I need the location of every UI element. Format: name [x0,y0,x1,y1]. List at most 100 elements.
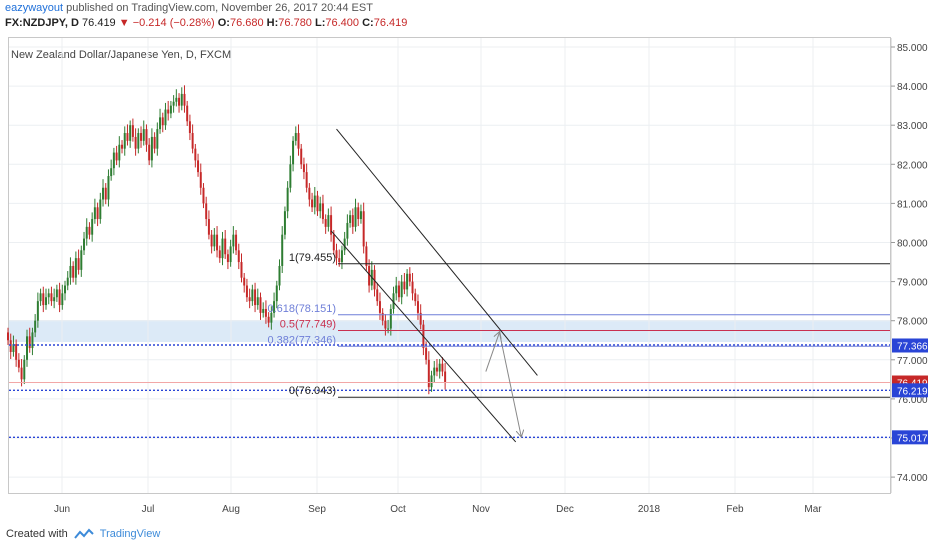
candle-body [226,254,229,263]
fib-level-label: 0.382(77.346) [268,334,337,346]
candle-body [28,336,31,349]
candle-body [313,195,316,208]
candle-body [419,312,422,325]
candle-body [319,203,322,212]
candle-body [93,207,96,220]
candle-body [50,293,53,302]
candle-body [134,136,137,149]
last-price: 76.419 [82,17,116,29]
candle-body [197,160,200,173]
candle-body [435,367,438,372]
time-tick-label: Jun [54,504,70,515]
price-tick-label: 78.000 [897,317,928,328]
candle-body [297,133,300,149]
candle-body [167,109,170,114]
low-label: L: [315,17,326,29]
candle-body [267,316,270,323]
fib-level-label: 0.618(78.151) [268,303,337,315]
candle-body [202,187,205,204]
candle-body [102,187,105,200]
price-tick-label: 85.000 [897,43,928,54]
candle-body [142,129,145,141]
author-link[interactable]: eazywayout [5,2,64,14]
candle-body [330,215,333,235]
tradingview-brand[interactable]: TradingView [99,528,161,540]
candle-body [441,363,444,372]
price-tick-label: 74.000 [897,473,928,484]
candle-body [39,293,42,302]
price-tick-label: 81.000 [897,199,928,210]
candle-body [112,152,115,169]
candle-body [365,246,368,266]
published-text: published on TradingView.com, November 2… [66,2,373,14]
price-badge-label: 77.366 [897,341,928,352]
candle-body [161,117,164,126]
candle-body [224,238,227,255]
candle-body [23,359,26,380]
candle-body [305,172,308,188]
created-with-label: Created with [6,528,68,540]
price-tick-label: 82.000 [897,160,928,171]
candle-body [335,250,338,259]
candle-body [343,238,346,251]
symbol-label[interactable]: FX:NZDJPY, D [5,17,79,29]
candle-body [26,336,29,360]
candle-body [221,238,224,259]
candle-body [123,133,126,149]
close-value: 76.419 [373,17,408,29]
price-tick-label: 79.000 [897,278,928,289]
time-tick-label: Feb [726,504,744,515]
candle-body [145,129,148,145]
candle-body [45,297,48,306]
candle-body [107,176,110,200]
candle-body [183,93,186,106]
candle-body [283,211,286,235]
candle-body [72,265,75,278]
candle-body [31,332,34,349]
candle-body [77,258,80,270]
candle-body [433,367,436,376]
fib-level-label: 1(79.455) [289,252,336,264]
candle-body [159,117,162,130]
candle-body [387,328,390,330]
candle-body [140,133,143,141]
candle-body [194,148,197,161]
price-tick-label: 80.000 [897,239,928,250]
candle-body [150,136,153,161]
price-badge-label: 75.017 [897,433,928,444]
candle-body [248,297,251,302]
candle-body [389,308,392,329]
candle-body [229,246,232,263]
time-tick-label: Jul [142,504,155,515]
candle-body [180,93,183,106]
candle-body [430,375,433,388]
candle-body [427,359,430,388]
candle-body [254,289,257,306]
candle-body [216,234,219,251]
candle-body [36,301,39,321]
high-label: H: [266,17,279,29]
candle-body [199,172,202,188]
candle-body [237,250,240,263]
candle-body [378,301,381,313]
candle-body [153,136,156,149]
candle-body [327,215,330,227]
candle-body [340,250,343,263]
candle-body [55,289,58,298]
candle-body [308,187,311,200]
candle-body [7,332,9,341]
price-badge-label: 76.219 [897,386,928,397]
candle-body [349,215,352,223]
time-tick-label: Dec [556,504,574,515]
candle-body [338,258,341,263]
candle-body [289,164,292,188]
open-value: 76.680 [229,17,264,29]
price-tick-label: 83.000 [897,121,928,132]
time-tick-label: Sep [308,504,326,515]
candle-body [332,234,335,251]
candle-body [414,293,417,302]
candle-body [300,148,303,165]
candle-body [115,152,118,161]
candle-body [205,203,208,220]
